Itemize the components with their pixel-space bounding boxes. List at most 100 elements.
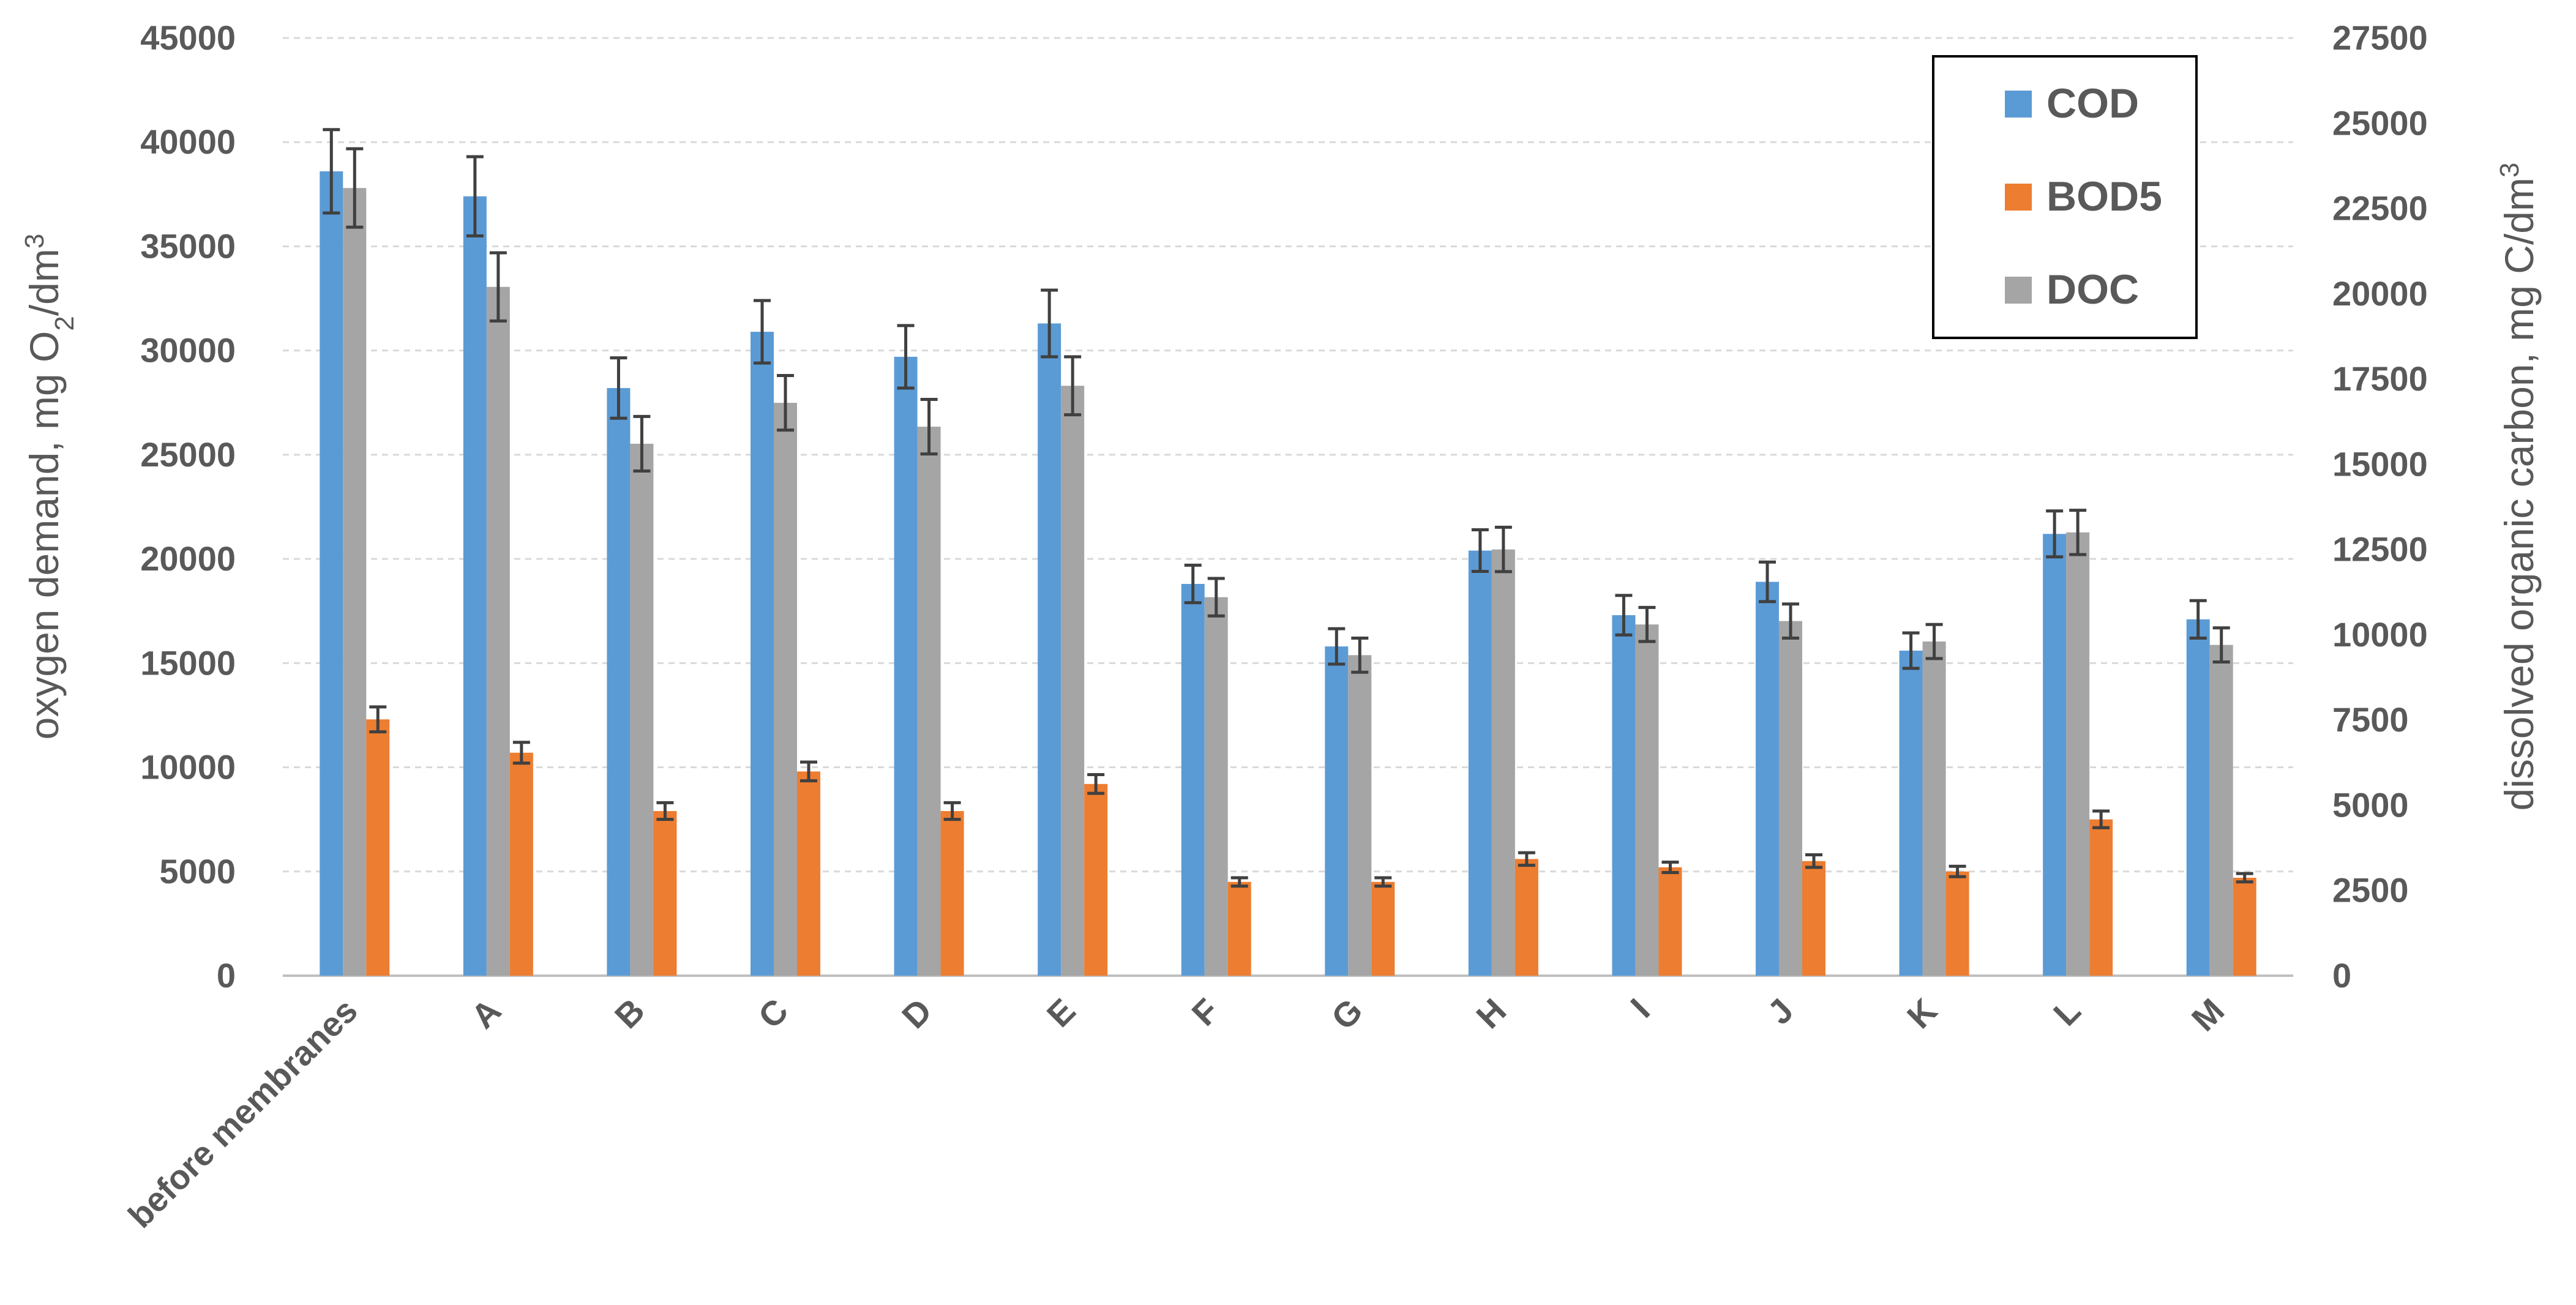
- x-tick-label: E: [1039, 991, 1083, 1034]
- bar-bod5: [653, 811, 677, 976]
- y2-tick-label: 17500: [2332, 359, 2428, 398]
- bar-cod: [2186, 619, 2210, 976]
- bar-cod: [751, 332, 774, 976]
- bar-doc: [774, 403, 797, 976]
- bar-cod: [1038, 323, 1061, 976]
- bar-bod5: [2233, 877, 2256, 976]
- y2-tick-label: 7500: [2332, 700, 2409, 739]
- y-tick-label: 30000: [140, 331, 236, 370]
- y-tick-label: 25000: [140, 435, 236, 474]
- bar-bod5: [1658, 867, 1682, 976]
- legend-label-bod5: BOD5: [2046, 173, 2162, 220]
- x-tick-label: M: [2184, 991, 2232, 1039]
- legend-swatch-doc: [2005, 277, 2032, 304]
- y-tick-label: 15000: [140, 643, 236, 682]
- y-tick-label: 40000: [140, 122, 236, 161]
- bar-doc: [1204, 597, 1228, 976]
- bar-doc: [343, 188, 367, 976]
- bar-cod: [1325, 646, 1349, 976]
- y2-tick-label: 10000: [2332, 615, 2428, 654]
- legend-swatch-bod5: [2005, 184, 2032, 211]
- bar-doc: [630, 443, 654, 976]
- bar-doc: [917, 427, 941, 976]
- bar-doc: [1779, 621, 1802, 976]
- bar-doc: [2066, 532, 2090, 976]
- bar-bod5: [509, 752, 533, 976]
- y2-tick-label: 5000: [2332, 785, 2409, 824]
- bar-bod5: [1084, 783, 1108, 976]
- x-tick-label: L: [2046, 991, 2088, 1033]
- bar-bod5: [1371, 881, 1395, 976]
- bar-bod5: [1227, 881, 1251, 976]
- y2-tick-label: 2500: [2332, 871, 2409, 910]
- bar-bod5: [1515, 859, 1538, 976]
- y-axis-title: oxygen demand, mg O2/dm3: [20, 234, 80, 740]
- y2-tick-label: 22500: [2332, 189, 2428, 228]
- bar-bod5: [797, 771, 820, 976]
- y2-axis-title: dissolved organic carbon, mg C/dm3: [2495, 163, 2542, 811]
- legend-label-cod: COD: [2046, 80, 2139, 127]
- x-axis-ticks: before membranes A B C D E F G H I J K L M: [121, 991, 2231, 1235]
- bar-cod: [463, 196, 487, 976]
- x-tick-label: K: [1900, 991, 1944, 1036]
- bar-cod: [1181, 583, 1205, 976]
- bar-doc: [486, 286, 510, 976]
- y2-axis-title-superscript: 3: [2495, 163, 2525, 178]
- y-tick-label: 35000: [140, 226, 236, 265]
- bar-cod: [1612, 615, 1636, 976]
- left-axis-ticks: 0 5000 10000 15000 20000 25000 30000 35000 40000…: [140, 18, 236, 995]
- bar-cod: [1899, 650, 1923, 976]
- y2-tick-label: 20000: [2332, 274, 2428, 313]
- y-tick-label: 0: [217, 956, 236, 995]
- y2-tick-label: 0: [2332, 956, 2351, 995]
- x-tick-label: B: [607, 991, 652, 1036]
- bar-cod: [2043, 534, 2067, 976]
- x-tick-label: F: [1184, 991, 1226, 1033]
- y-axis-title-superscript: 3: [20, 234, 50, 249]
- bar-cod: [607, 387, 631, 976]
- bar-cod: [894, 356, 918, 976]
- y-tick-label: 45000: [140, 18, 236, 57]
- y-axis-title-subscript: 2: [50, 316, 80, 331]
- bar-cod: [1468, 550, 1492, 976]
- bar-bod5: [2089, 819, 2113, 976]
- bar-doc: [1348, 655, 1372, 976]
- y-tick-label: 10000: [140, 748, 236, 787]
- bar-bod5: [366, 719, 390, 976]
- y-tick-label: 20000: [140, 539, 236, 578]
- bar-doc: [1061, 386, 1085, 976]
- x-tick-label: A: [463, 991, 508, 1036]
- bar-cod: [320, 171, 343, 976]
- x-tick-label: before membranes: [121, 991, 365, 1235]
- y-axis-title-part: /dm: [21, 249, 67, 316]
- legend-label-doc: DOC: [2046, 266, 2139, 313]
- bar-cod: [1756, 581, 1779, 976]
- bar-bod5: [1945, 871, 1969, 976]
- bar-doc: [2209, 645, 2233, 976]
- right-axis-ticks: 0 2500 5000 7500 10000 12500 15000 17500 20000 22…: [2332, 18, 2428, 995]
- y2-tick-label: 25000: [2332, 103, 2428, 142]
- y-tick-label: 5000: [159, 852, 236, 891]
- x-tick-label: D: [894, 991, 939, 1036]
- y2-tick-label: 27500: [2332, 18, 2428, 57]
- y2-tick-label: 12500: [2332, 530, 2428, 569]
- bar-doc: [1491, 549, 1515, 976]
- bars: [320, 171, 2256, 976]
- legend: COD BOD5 DOC: [1932, 55, 2198, 339]
- bar-bod5: [940, 811, 964, 976]
- y2-tick-label: 15000: [2332, 444, 2428, 483]
- bar-doc: [1922, 641, 1946, 976]
- x-tick-label: H: [1469, 991, 1513, 1036]
- legend-box: [1932, 55, 2198, 339]
- bar-bod5: [1802, 861, 1825, 976]
- bar-doc: [1635, 624, 1659, 976]
- x-tick-label: J: [1760, 991, 1801, 1032]
- y2-axis-title-part: dissolved organic carbon, mg C/dm: [2496, 178, 2542, 810]
- x-tick-label: I: [1623, 991, 1657, 1025]
- legend-swatch-cod: [2005, 91, 2032, 118]
- error-bars: [323, 128, 2253, 888]
- x-tick-label: G: [1324, 991, 1369, 1037]
- x-tick-label: C: [751, 991, 795, 1036]
- y-axis-title-part: oxygen demand, mg O: [21, 331, 67, 740]
